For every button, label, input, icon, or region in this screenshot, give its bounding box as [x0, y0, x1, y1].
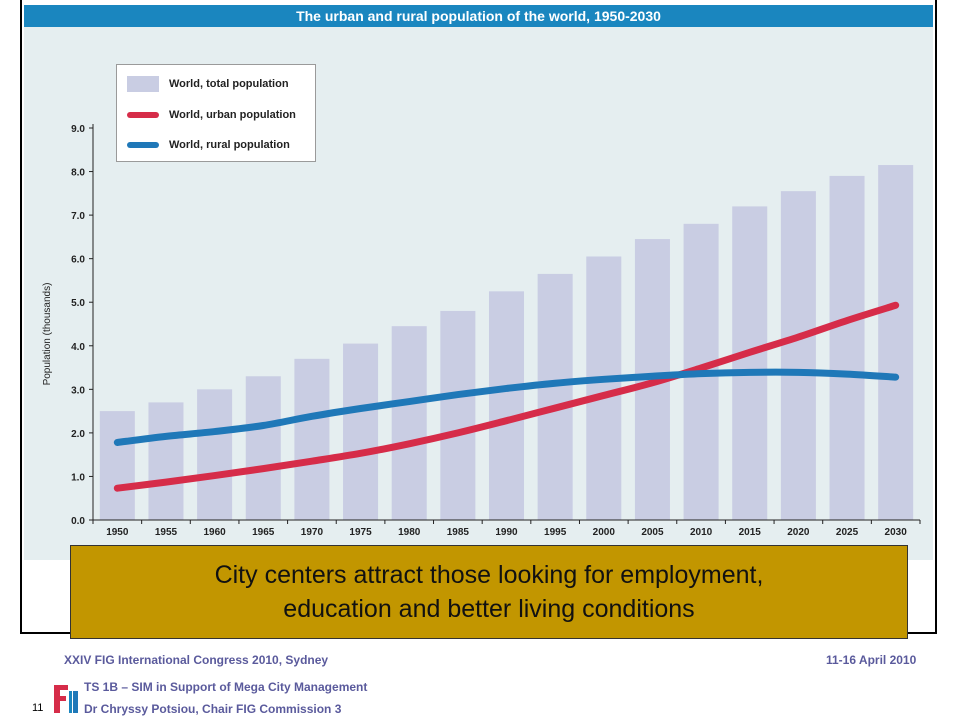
- bar-total-1990: [488, 291, 525, 520]
- x-tick-label-1970: 1970: [301, 527, 324, 538]
- x-tick-label-1980: 1980: [398, 527, 421, 538]
- bar-total-1995: [537, 273, 573, 520]
- bar-total-1980: [391, 326, 427, 520]
- y-tick-label-7.0: 7.0: [71, 211, 85, 222]
- x-tick-label-2015: 2015: [739, 527, 762, 538]
- x-tick-label-1990: 1990: [495, 527, 518, 538]
- x-tick-label-1950: 1950: [106, 527, 129, 538]
- bar-total-1960: [197, 389, 233, 520]
- footer-session: TS 1B – SIM in Support of Mega City Mana…: [84, 680, 368, 694]
- bar-total-2030: [878, 165, 914, 520]
- bar-total-2015: [732, 206, 768, 520]
- bar-total-1975: [343, 343, 379, 520]
- legend-label-rural: World, rural population: [169, 139, 290, 151]
- bar-total-1950: [99, 411, 135, 520]
- x-tick-label-2000: 2000: [593, 527, 616, 538]
- x-tick-label-2020: 2020: [787, 527, 810, 538]
- legend-label-urban: World, urban population: [169, 109, 296, 121]
- y-tick-label-2.0: 2.0: [71, 429, 85, 440]
- y-tick-label-8.0: 8.0: [71, 168, 85, 179]
- chart-legend: World, total population World, urban pop…: [116, 64, 316, 162]
- slide-frame-left: [20, 0, 22, 632]
- bar-total-1970: [294, 358, 330, 520]
- y-tick-label-0.0: 0.0: [71, 516, 85, 527]
- y-tick-label-6.0: 6.0: [71, 255, 85, 266]
- x-tick-label-1975: 1975: [349, 527, 372, 538]
- fig-logo: [54, 681, 78, 717]
- x-tick-label-1955: 1955: [155, 527, 178, 538]
- y-axis-label: Population (thousands): [42, 283, 53, 386]
- bar-total-1955: [148, 402, 184, 520]
- bar-total-1965: [245, 376, 281, 520]
- x-tick-label-2005: 2005: [641, 527, 664, 538]
- bar-total-2020: [780, 191, 816, 520]
- y-tick-label-9.0: 9.0: [71, 124, 85, 135]
- legend-item-urban: World, urban population: [127, 106, 296, 124]
- y-tick-label-4.0: 4.0: [71, 342, 85, 353]
- footer-dates: 11-16 April 2010: [826, 653, 917, 667]
- legend-swatch-rural: [127, 142, 159, 148]
- x-tick-label-2010: 2010: [690, 527, 713, 538]
- callout-box: City centers attract those looking for e…: [70, 545, 908, 639]
- y-tick-label-5.0: 5.0: [71, 298, 85, 309]
- x-tick-label-1965: 1965: [252, 527, 275, 538]
- slide-number: 11: [32, 702, 44, 714]
- legend-swatch-urban: [127, 112, 159, 118]
- legend-item-rural: World, rural population: [127, 136, 290, 154]
- footer-author: Dr Chryssy Potsiou, Chair FIG Commission…: [84, 702, 342, 716]
- x-tick-label-1960: 1960: [203, 527, 226, 538]
- y-tick-label-1.0: 1.0: [71, 472, 85, 483]
- y-tick-label-3.0: 3.0: [71, 385, 85, 396]
- bar-total-1985: [440, 310, 476, 520]
- x-tick-label-2025: 2025: [836, 527, 859, 538]
- footer-congress: XXIV FIG International Congress 2010, Sy…: [64, 653, 329, 667]
- x-tick-label-2030: 2030: [885, 527, 908, 538]
- legend-item-total: World, total population: [127, 75, 289, 93]
- chart-title: The urban and rural population of the wo…: [296, 8, 661, 24]
- slide-frame-right: [935, 0, 937, 632]
- bar-total-2000: [586, 256, 622, 520]
- callout-text: City centers attract those looking for e…: [214, 561, 764, 623]
- legend-label-total: World, total population: [169, 78, 289, 90]
- bar-total-2025: [829, 175, 865, 520]
- chart-title-bar: The urban and rural population of the wo…: [24, 5, 933, 27]
- x-tick-label-1995: 1995: [544, 527, 567, 538]
- legend-swatch-total: [127, 76, 159, 92]
- x-tick-label-1985: 1985: [447, 527, 470, 538]
